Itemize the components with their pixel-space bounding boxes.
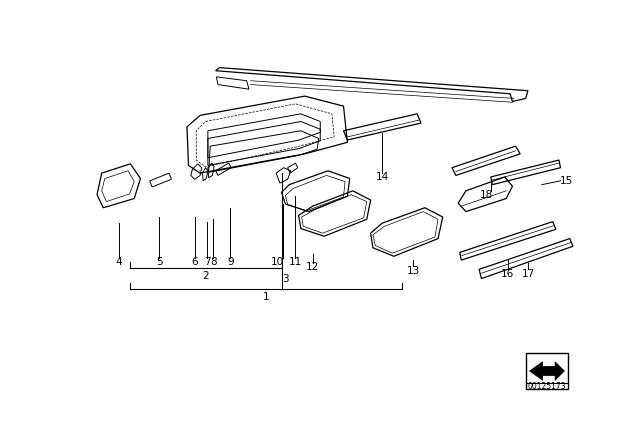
Bar [525,353,568,389]
Text: 8: 8 [210,258,216,267]
Text: 6: 6 [191,258,198,267]
Text: 2: 2 [202,271,209,281]
Polygon shape [529,362,564,380]
Text: 11: 11 [289,258,302,267]
Text: 5: 5 [156,258,163,267]
Text: 00125173: 00125173 [527,382,566,391]
Text: 14: 14 [376,172,389,182]
Text: 1: 1 [262,292,269,302]
Text: 16: 16 [501,269,515,279]
Text: 4: 4 [115,258,122,267]
Text: 9: 9 [227,258,234,267]
Text: 3: 3 [282,274,289,284]
Text: 17: 17 [522,269,534,279]
Text: 12: 12 [306,262,319,272]
Text: 18: 18 [480,190,493,200]
Text: 7: 7 [204,258,211,267]
Text: 15: 15 [560,176,573,186]
Text: 10: 10 [271,258,284,267]
Text: 13: 13 [406,266,420,276]
